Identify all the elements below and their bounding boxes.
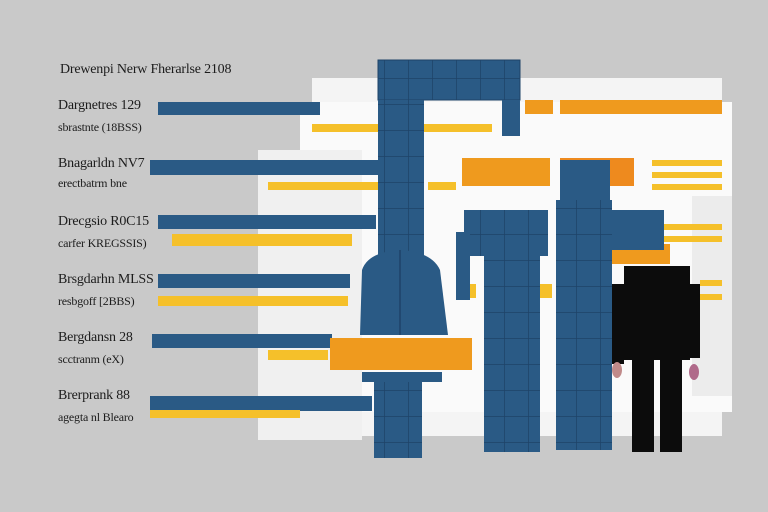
bar-row-1 [158, 102, 320, 115]
row-sublabel: resbgoff [2BBS) [58, 294, 135, 308]
row-sublabel: carfer KREGSSIS) [58, 236, 147, 250]
row-label: Dargnetres 129 [58, 98, 141, 113]
row-label: Drecgsio R0C15 [58, 214, 149, 229]
row-label: Bnagarldn NV7 [58, 156, 145, 171]
row-label: Brsgdarhn MLSS [58, 272, 154, 287]
middle-figure [456, 210, 548, 452]
bar-row-4 [158, 274, 350, 288]
row-sublabel: agegta nl Blearo [58, 410, 134, 424]
right-figure [556, 160, 664, 450]
bar-row-3 [158, 215, 376, 229]
row-sublabel: sbrastnte (18BSS) [58, 120, 142, 134]
center-spine [378, 100, 424, 280]
bar-row-6 [150, 396, 372, 411]
bar-row-2 [150, 160, 380, 175]
chart-title: Drewenpi Nerw Fherarlse 2108 [60, 62, 232, 77]
row-label: Bergdansn 28 [58, 330, 133, 345]
left-figure [360, 250, 448, 458]
row-sublabel: scctranm (eX) [58, 352, 124, 366]
bar-row-5 [152, 334, 332, 348]
row-sublabel: erectbatrm bne [58, 176, 127, 190]
header-block [377, 59, 521, 101]
row-label: Brerprank 88 [58, 388, 130, 403]
person-figure [612, 266, 700, 452]
navy-bars [150, 102, 380, 411]
